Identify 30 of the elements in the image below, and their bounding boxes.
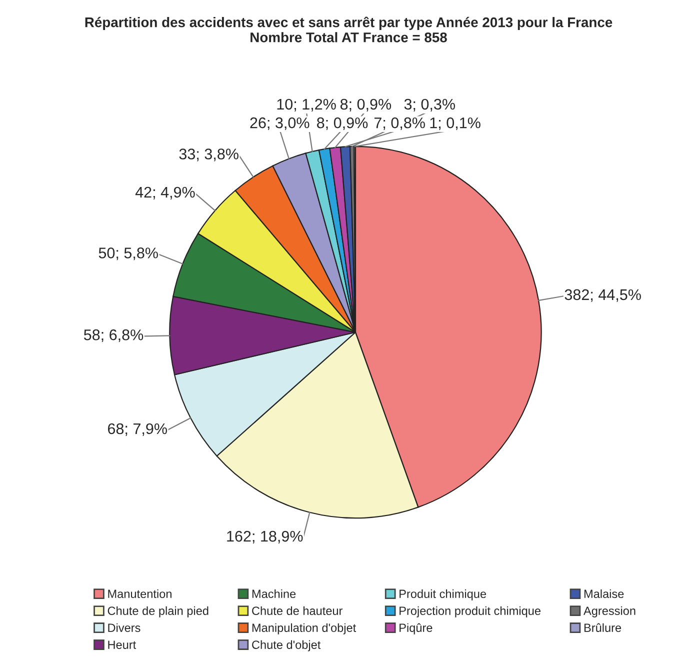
- legend-label: Chute d'objet: [252, 640, 321, 652]
- data-label: 8; 0,9%: [340, 98, 392, 112]
- legend-label: Chute de hauteur: [252, 606, 343, 616]
- data-label: 162; 18,9%: [227, 530, 303, 544]
- legend-label: Projection produit chimique: [400, 606, 540, 618]
- legend-label: Brûlure: [584, 623, 622, 632]
- data-label: 382; 44,5%: [564, 289, 641, 302]
- data-label: 58; 6,8%: [84, 329, 144, 342]
- legend-label: Agression: [584, 606, 636, 618]
- data-label: 33; 3,8%: [179, 148, 238, 162]
- data-label: 1; 0,1%: [430, 117, 480, 130]
- legend-label: Malaise: [584, 589, 624, 598]
- data-label: 42; 4,9%: [135, 186, 195, 200]
- data-label: 7; 0,8%: [374, 117, 425, 130]
- data-label: 3; 0,3%: [404, 98, 456, 112]
- legend-label: Heurt: [108, 640, 136, 649]
- legend-label: Machine: [252, 589, 296, 598]
- legend-label: Manipulation d'objet: [252, 623, 356, 634]
- data-label: 68; 7,9%: [108, 423, 167, 436]
- data-label: 10; 1,2%: [277, 98, 336, 112]
- legend-label: Divers: [108, 623, 140, 632]
- legend-label: Chute de plain pied: [108, 606, 208, 618]
- legend-label: Piqûre: [400, 623, 432, 634]
- data-label: 50; 5,8%: [98, 248, 158, 260]
- legend-label: Produit chimique: [400, 589, 486, 600]
- chart-subtitle: Nombre Total AT France = 858: [250, 32, 447, 42]
- chart-title: Répartition des accidents avec et sans arrêt par type Année 2013 pour la France: [85, 16, 612, 30]
- data-label: 26; 3,0%: [250, 117, 310, 130]
- data-label: 8; 0,9%: [317, 117, 368, 130]
- legend-label: Manutention: [108, 589, 172, 598]
